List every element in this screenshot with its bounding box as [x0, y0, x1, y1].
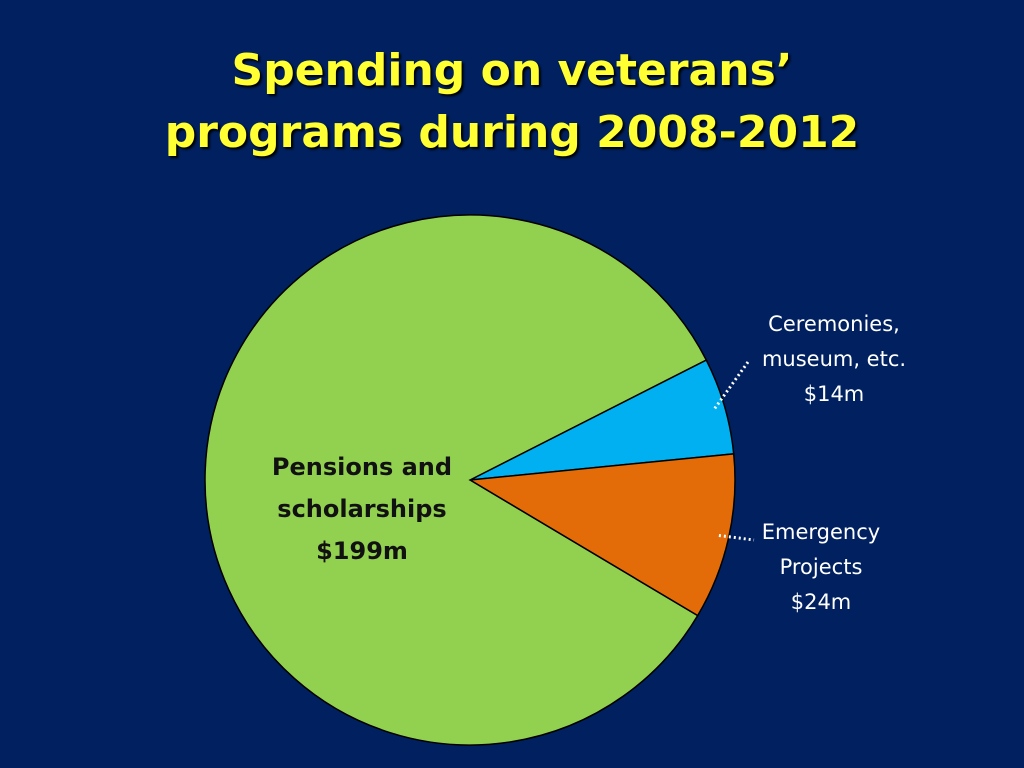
- chart-title: Spending on veterans’ programs during 20…: [0, 40, 1024, 164]
- chart-title-line-2: programs during 2008-2012: [164, 107, 860, 158]
- slice-pensions: [204, 214, 708, 746]
- label-emergency-line-2: Projects: [779, 555, 863, 579]
- label-pensions-value: $199m: [316, 537, 408, 565]
- label-emergency-value: $24m: [790, 590, 852, 614]
- label-ceremonies-line-2: museum, etc.: [761, 347, 907, 371]
- slice-emergency: [467, 453, 736, 617]
- label-pensions: Pensions and scholarships $199m: [252, 446, 472, 572]
- label-ceremonies-value: $14m: [803, 382, 865, 406]
- label-pensions-line-2: scholarships: [277, 495, 447, 523]
- label-emergency: Emergency Projects $24m: [736, 515, 906, 620]
- label-pensions-line-1: Pensions and: [271, 453, 453, 481]
- label-emergency-line-1: Emergency: [761, 520, 881, 544]
- leader-line-emergency: [718, 534, 755, 542]
- label-ceremonies-line-1: Ceremonies,: [768, 312, 900, 336]
- chart-title-line-1: Spending on veterans’: [231, 45, 793, 96]
- label-ceremonies: Ceremonies, museum, etc. $14m: [744, 307, 924, 412]
